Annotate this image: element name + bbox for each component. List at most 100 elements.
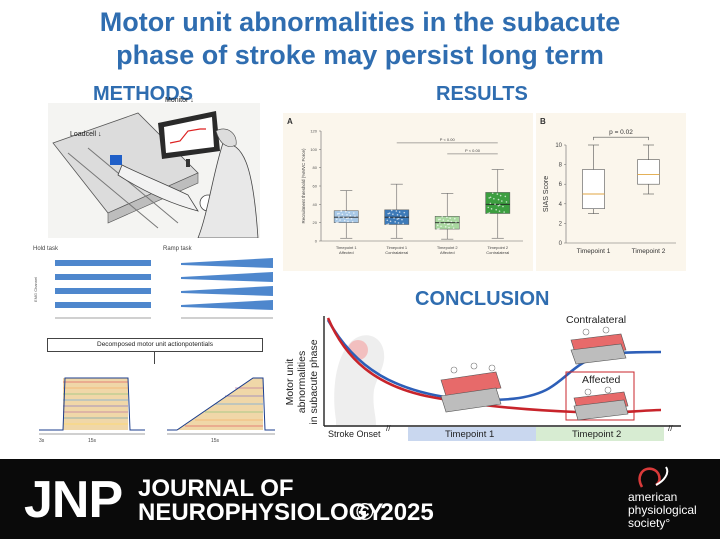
panel-a-point	[436, 224, 439, 227]
panel-a-point	[401, 218, 403, 221]
footer-bar: JNP JOURNAL OF NEUROPHYSIOLOGY. © 2025 a…	[0, 459, 720, 539]
panel-b-ytick-label: 0	[559, 241, 563, 247]
panel-a-point	[386, 219, 389, 222]
panel-a-point	[335, 218, 338, 221]
panel-a-point	[452, 227, 455, 229]
copyright-text: © 2025	[356, 499, 434, 526]
panel-a-point	[347, 220, 349, 223]
panel-a-point	[493, 197, 495, 200]
panel-a-point	[395, 210, 398, 212]
panel-a-point	[501, 200, 503, 202]
panel-a-point	[339, 219, 341, 221]
panel-b-sig-bracket	[593, 136, 649, 141]
panel-a-point	[497, 198, 500, 201]
panel-b-ytick-label: 8	[559, 163, 563, 169]
panel-a-point	[386, 223, 388, 226]
aps-line-2: physiological	[628, 503, 697, 517]
panel-b-ytick-label: 6	[559, 182, 563, 188]
panel-a-box	[333, 210, 359, 223]
loadcell-label: Loadcell ↓	[70, 131, 102, 138]
panel-a-point	[390, 209, 393, 212]
svg-text:15s: 15s	[88, 438, 97, 444]
panel-a-point	[340, 210, 343, 213]
title-line-1: Motor unit abnormalities in the subacute	[99, 7, 621, 37]
panel-a-point	[338, 216, 340, 218]
decomposed-arrow	[154, 352, 155, 364]
panel-a-point	[487, 212, 489, 215]
hold-task-emg: EMG Channel	[33, 254, 155, 326]
conclusion-ylabel-line3: in subacute phase	[308, 339, 320, 425]
panel-a-point	[442, 219, 445, 221]
panel-a-point	[336, 213, 339, 215]
methods-heading: METHODS	[93, 83, 193, 105]
panel-a-point	[346, 217, 348, 220]
journal-line-1: JOURNAL OF	[138, 475, 294, 502]
panel-a-point	[346, 214, 348, 216]
panel-a-point	[342, 216, 345, 219]
panel-a-point	[351, 221, 354, 223]
panel-a-point	[488, 212, 491, 214]
panel-a-point	[447, 219, 449, 222]
panel-a-point	[388, 212, 391, 215]
panel-b-ytick-label: 10	[555, 143, 562, 149]
conclusion-ylabel: Motor unit abnormalities in subacute pha…	[280, 318, 322, 438]
ramp-task-label: Ramp task	[163, 246, 192, 252]
panel-b-ytick-label: 2	[559, 221, 563, 227]
panel-a-point	[455, 221, 457, 223]
conclusion-figure: // //	[276, 310, 686, 446]
panel-a-ytick-label: 80	[313, 165, 318, 170]
panel-a-category-label: Timepoint 1	[336, 245, 358, 250]
panel-a-point	[488, 197, 491, 199]
panel-a-point	[438, 227, 440, 230]
aps-line-1: american	[628, 490, 678, 504]
svg-text:3s: 3s	[39, 438, 45, 444]
panel-a-point	[402, 222, 404, 225]
panel-a-point	[498, 204, 501, 206]
panel-a-point	[337, 221, 339, 224]
panel-a-point	[354, 215, 356, 217]
panel-a-point	[440, 225, 442, 228]
panel-a-ytick-label: 60	[313, 184, 318, 189]
panel-b-ylabel: SIAS Score	[543, 176, 550, 212]
panel-a-point	[494, 203, 496, 206]
panel-a-point	[335, 221, 338, 224]
panel-b-box	[637, 159, 660, 185]
panel-a-point	[396, 218, 399, 220]
svg-text://: //	[668, 424, 673, 433]
panel-a-ytick-label: 0	[315, 239, 318, 244]
panel-a-point	[388, 216, 391, 219]
panel-a-point	[387, 223, 390, 225]
panel-b-p-value: p = 0.02	[609, 129, 633, 136]
stroke-onset-label: Stroke Onset	[328, 429, 381, 439]
panel-a-point	[439, 222, 441, 224]
panel-a-point	[437, 218, 440, 221]
conclusion-ylabel-line1: Motor unit	[284, 358, 296, 406]
panel-b-category-label: Timepoint 1	[577, 248, 611, 255]
conclusion-ylabel-line2: abnormalities	[296, 350, 308, 414]
timepoint-2-label: Timepoint 2	[572, 429, 622, 440]
panel-a-category-label: Timepoint 2	[437, 245, 459, 250]
panel-a-point	[504, 195, 507, 198]
title-line-2: phase of stroke may persist long term	[116, 40, 604, 70]
hold-task-motor-units: 15s 3s	[33, 366, 148, 446]
ramp-task-emg	[163, 254, 278, 326]
results-panel-b: B 0 2 4 6 8 10 SIAS Score Timepoint 1 Timepoint …	[536, 113, 686, 271]
panel-a-point	[490, 208, 493, 210]
panel-a-point	[353, 212, 355, 214]
decomposed-label: Decomposed motor unit actionpotentials	[47, 338, 263, 352]
panel-b-box	[582, 169, 605, 210]
panel-a-point	[448, 223, 450, 225]
panel-a-box	[485, 192, 511, 214]
panel-a-point	[348, 211, 350, 214]
panel-a-category-label: Affected	[440, 250, 455, 255]
jnp-logo: JNP	[24, 471, 123, 529]
panel-a-point	[338, 212, 340, 215]
panel-a-point	[495, 208, 497, 211]
panel-a-point	[505, 201, 508, 203]
timepoint-1-label: Timepoint 1	[445, 429, 495, 440]
conclusion-heading: CONCLUSION	[415, 288, 550, 310]
panel-a-point	[343, 219, 346, 222]
panel-a-ylabel: Recruitment threshold (%MVC Force)	[301, 148, 306, 224]
results-heading: RESULTS	[436, 83, 528, 105]
panel-a-letter: A	[287, 117, 293, 126]
